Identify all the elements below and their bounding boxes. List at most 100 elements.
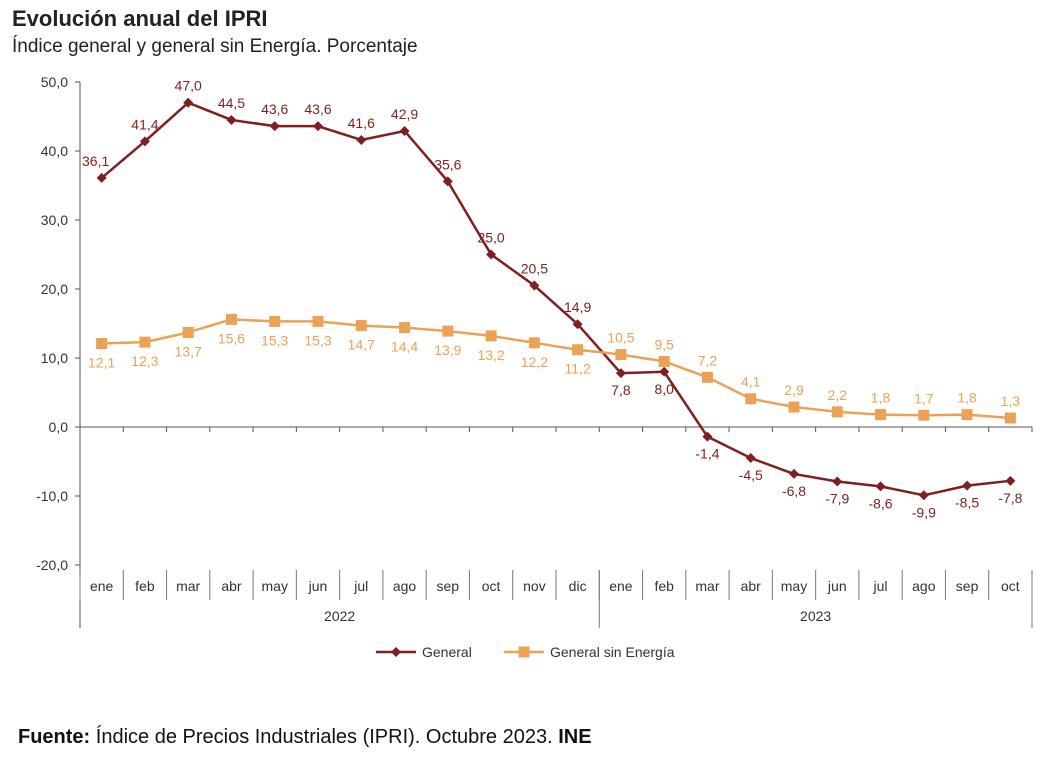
data-point-sin-energia xyxy=(918,409,930,421)
x-tick-label: may xyxy=(781,578,807,594)
data-point-sin-energia xyxy=(875,409,887,421)
data-label-general: 36,1 xyxy=(82,153,109,169)
y-tick-label: 40,0 xyxy=(41,143,68,159)
data-point-general xyxy=(832,476,843,487)
data-point-sin-energia xyxy=(961,409,973,421)
y-tick-label: 20,0 xyxy=(41,281,68,297)
data-label-sin-energia: 13,9 xyxy=(434,342,461,358)
data-point-sin-energia xyxy=(139,336,151,348)
data-label-sin-energia: 7,2 xyxy=(698,352,718,368)
data-label-general: 44,5 xyxy=(218,95,245,111)
source-org: INE xyxy=(558,726,592,748)
x-group-label: 2023 xyxy=(800,608,831,624)
data-point-general xyxy=(313,121,323,132)
x-group-label: 2022 xyxy=(324,608,355,624)
data-point-sin-energia xyxy=(485,330,497,342)
data-point-general xyxy=(96,172,107,183)
x-tick-label: abr xyxy=(221,578,242,594)
data-label-general: 20,5 xyxy=(521,261,548,277)
y-tick-label: 0,0 xyxy=(49,419,69,435)
legend-label-general: General xyxy=(422,644,472,660)
data-point-sin-energia xyxy=(831,406,843,418)
data-label-sin-energia: 1,8 xyxy=(957,390,977,406)
data-point-general xyxy=(399,125,410,136)
data-label-sin-energia: 12,3 xyxy=(131,353,158,369)
data-point-sin-energia xyxy=(745,393,757,405)
data-label-general: 47,0 xyxy=(175,78,202,94)
data-label-sin-energia: 14,7 xyxy=(348,337,375,353)
x-tick-label: sep xyxy=(437,578,460,594)
source-note: Fuente: Índice de Precios Industriales (… xyxy=(18,726,592,749)
y-tick-label: -10,0 xyxy=(36,488,68,504)
data-label-sin-energia: 12,1 xyxy=(88,355,115,371)
data-label-general: 43,6 xyxy=(261,101,288,117)
chart-subtitle: Índice general y general sin Energía. Po… xyxy=(12,36,418,57)
legend-marker-general xyxy=(391,647,401,657)
source-text: Índice de Precios Industriales (IPRI). O… xyxy=(90,726,559,748)
data-label-sin-energia: 14,4 xyxy=(391,339,418,355)
data-label-general: -7,8 xyxy=(998,490,1022,506)
data-label-general: 42,9 xyxy=(391,106,418,122)
data-point-general xyxy=(745,453,756,464)
y-tick-label: 50,0 xyxy=(41,74,68,90)
data-label-general: -4,5 xyxy=(739,467,763,483)
data-point-general xyxy=(356,134,367,145)
data-point-general xyxy=(962,480,973,491)
data-point-general xyxy=(269,121,280,132)
data-point-general xyxy=(183,97,194,108)
data-point-general xyxy=(702,431,713,442)
data-label-sin-energia: 2,2 xyxy=(828,387,848,403)
data-point-sin-energia xyxy=(788,401,800,413)
data-label-general: 41,4 xyxy=(131,116,158,132)
data-point-general xyxy=(529,280,540,291)
data-label-sin-energia: 13,7 xyxy=(175,343,202,359)
y-tick-label: -20,0 xyxy=(36,557,68,573)
x-tick-label: mar xyxy=(176,578,200,594)
data-label-sin-energia: 1,7 xyxy=(914,390,934,406)
data-point-sin-energia xyxy=(572,344,584,356)
data-point-general xyxy=(789,468,799,479)
data-point-sin-energia xyxy=(615,349,627,361)
data-label-general: 8,0 xyxy=(654,381,674,397)
x-tick-label: ene xyxy=(90,578,114,594)
data-label-general: -6,8 xyxy=(782,483,806,499)
x-tick-label: mar xyxy=(695,578,719,594)
data-label-general: -7,9 xyxy=(825,491,849,507)
series-line-sin-energia xyxy=(101,318,1011,420)
data-label-sin-energia: 15,3 xyxy=(261,332,288,348)
x-tick-label: dic xyxy=(569,578,587,594)
data-point-sin-energia xyxy=(658,355,670,367)
data-label-general: 43,6 xyxy=(304,101,331,117)
data-point-general xyxy=(918,490,929,501)
x-tick-label: nov xyxy=(523,578,546,594)
x-tick-label: abr xyxy=(741,578,762,594)
data-point-general xyxy=(442,176,453,187)
data-point-sin-energia xyxy=(355,320,367,332)
source-prefix: Fuente: xyxy=(18,726,91,748)
data-point-sin-energia xyxy=(312,315,324,327)
data-point-general xyxy=(875,481,886,492)
data-point-sin-energia xyxy=(528,337,540,349)
data-label-sin-energia: 13,2 xyxy=(477,347,504,363)
data-label-general: 25,0 xyxy=(477,230,504,246)
data-label-general: 14,9 xyxy=(564,299,591,315)
data-label-sin-energia: 1,8 xyxy=(871,390,891,406)
data-point-general xyxy=(659,366,670,377)
data-point-sin-energia xyxy=(225,313,237,325)
x-tick-label: oct xyxy=(1001,578,1020,594)
data-point-general xyxy=(615,368,626,379)
x-tick-label: ago xyxy=(393,578,417,594)
data-point-sin-energia xyxy=(269,315,281,327)
data-point-sin-energia xyxy=(182,326,194,338)
x-tick-label: ene xyxy=(609,578,633,594)
data-label-general: 41,6 xyxy=(348,115,375,131)
data-label-sin-energia: 12,2 xyxy=(521,354,548,370)
data-label-sin-energia: 4,1 xyxy=(741,374,761,390)
data-label-general: -8,5 xyxy=(955,495,979,511)
x-tick-label: ago xyxy=(912,578,936,594)
x-tick-label: feb xyxy=(135,578,155,594)
data-point-sin-energia xyxy=(399,322,411,334)
data-label-sin-energia: 2,9 xyxy=(784,382,804,398)
x-tick-label: jun xyxy=(827,578,847,594)
series-line-general xyxy=(100,101,1011,497)
